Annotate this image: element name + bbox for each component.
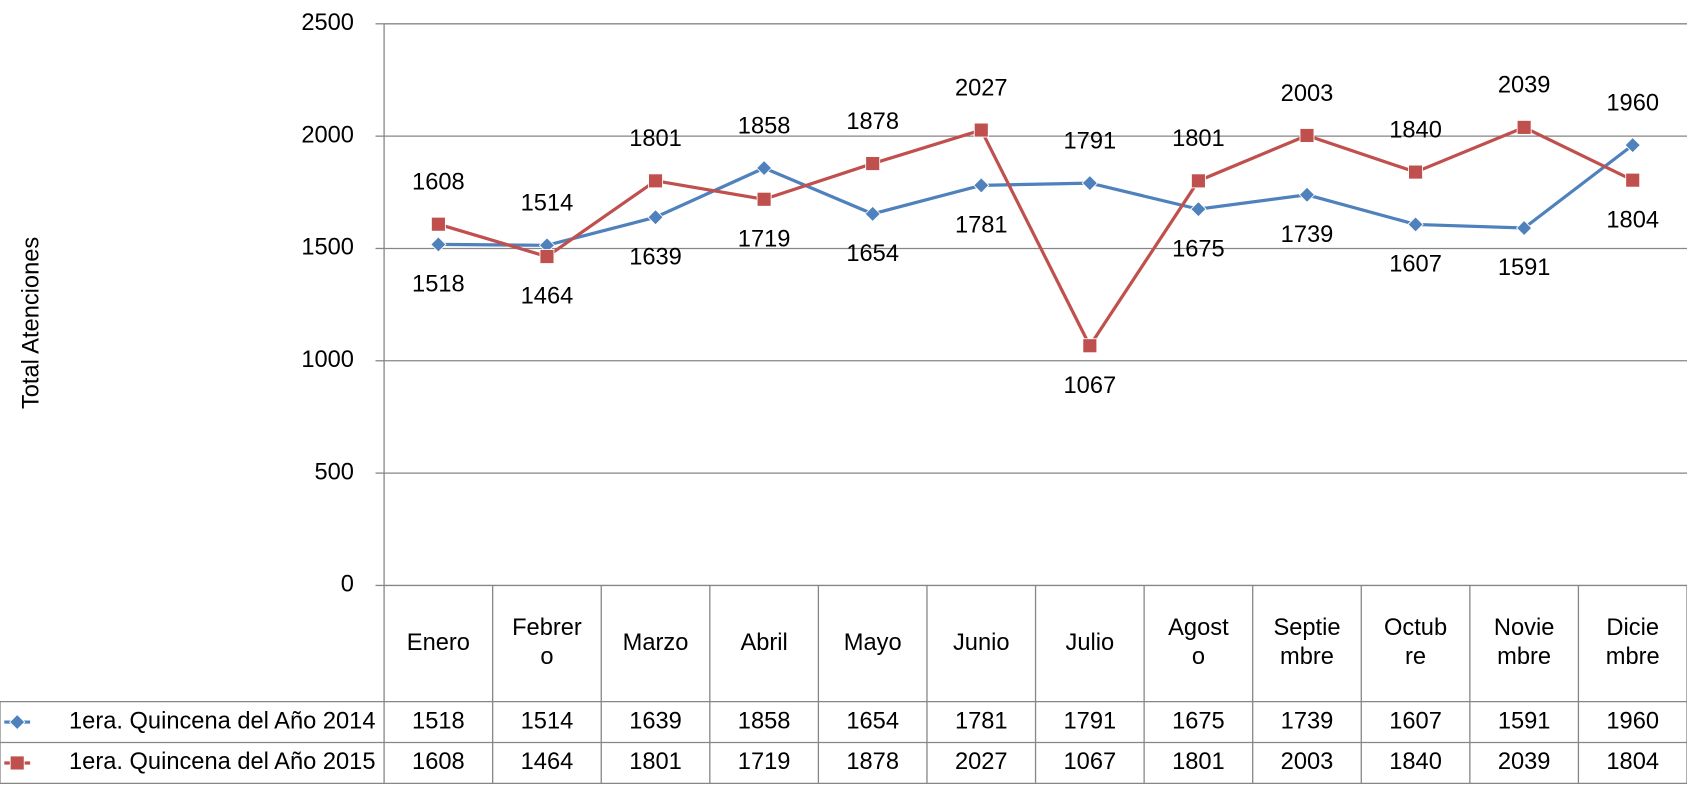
table-cell: 1675 xyxy=(1172,708,1225,734)
series-line xyxy=(437,125,1634,349)
data-label: 1801 xyxy=(629,126,682,152)
marker xyxy=(1407,216,1424,233)
table-cell: 1607 xyxy=(1389,708,1442,734)
marker xyxy=(647,209,664,226)
table-cell: 1719 xyxy=(738,749,791,775)
y-tick-label: 1000 xyxy=(301,347,354,373)
x-tick-label: Novie mbre xyxy=(1494,615,1554,670)
x-tick-label: Febrer o xyxy=(512,615,582,670)
marker xyxy=(865,156,881,171)
marker xyxy=(9,713,26,731)
data-label: 1067 xyxy=(1064,373,1117,399)
marker xyxy=(1081,174,1098,192)
marker xyxy=(1625,172,1641,188)
data-label: 2027 xyxy=(955,75,1008,101)
marker xyxy=(1082,338,1098,354)
data-label: 1608 xyxy=(412,170,465,196)
x-tick-label: Octub re xyxy=(1384,615,1447,670)
marker xyxy=(756,191,772,207)
x-tick-label: Julio xyxy=(1066,630,1115,656)
table-cell: 1960 xyxy=(1606,708,1659,734)
data-label: 1514 xyxy=(521,191,574,217)
data-label: 1591 xyxy=(1498,255,1551,281)
marker xyxy=(1408,164,1423,180)
data-label: 1639 xyxy=(629,244,682,270)
y-tick-label: 2500 xyxy=(301,10,354,36)
data-label: 1739 xyxy=(1281,222,1334,248)
data-label: 1607 xyxy=(1389,252,1442,278)
table-cell: 2027 xyxy=(955,749,1008,775)
x-tick-label: Septie mbre xyxy=(1273,615,1340,670)
data-label: 1781 xyxy=(955,212,1008,238)
data-label: 1878 xyxy=(846,109,899,135)
marker xyxy=(864,205,881,223)
data-label: 1858 xyxy=(738,113,791,139)
table-cell: 1591 xyxy=(1498,708,1551,734)
data-label: 1675 xyxy=(1172,236,1225,262)
data-label: 1960 xyxy=(1606,90,1659,116)
marker xyxy=(430,216,446,232)
x-tick-label: Abril xyxy=(740,630,787,656)
marker xyxy=(539,249,555,264)
data-label: 1464 xyxy=(521,284,574,310)
marker xyxy=(973,122,989,138)
table-cell: 1514 xyxy=(521,708,574,734)
marker xyxy=(1299,128,1315,143)
table-cell: 1791 xyxy=(1064,708,1117,734)
table-cell: 1654 xyxy=(846,708,899,734)
marker xyxy=(648,173,663,189)
data-label: 1654 xyxy=(846,241,899,267)
data-label: 1840 xyxy=(1389,117,1442,143)
table-cell: 1608 xyxy=(412,749,465,775)
table-cell: 1781 xyxy=(955,708,1008,734)
legend-label: 1era. Quincena del Año 2015 xyxy=(69,749,375,775)
data-label: 1791 xyxy=(1064,128,1117,154)
y-tick-label: 1500 xyxy=(301,235,354,261)
table-cell: 2003 xyxy=(1281,749,1334,775)
x-tick-label: Mayo xyxy=(844,630,902,656)
table-cell: 2039 xyxy=(1498,749,1551,775)
data-label: 1719 xyxy=(738,226,791,252)
marker xyxy=(973,177,990,194)
marker xyxy=(1516,219,1533,237)
table-cell: 1801 xyxy=(629,749,682,775)
marker xyxy=(430,236,447,253)
table-cell: 1739 xyxy=(1281,708,1334,734)
data-label: 1518 xyxy=(412,272,465,298)
table-cell: 1858 xyxy=(738,708,791,734)
marker xyxy=(9,755,25,771)
marker xyxy=(1190,173,1206,189)
data-label: 2003 xyxy=(1281,81,1334,107)
x-tick-label: Dicie mbre xyxy=(1606,615,1660,670)
y-axis-label: Total Atenciones xyxy=(19,237,45,409)
data-label: 1804 xyxy=(1606,207,1659,233)
legend-label: 1era. Quincena del Año 2014 xyxy=(69,708,375,734)
marker xyxy=(1298,186,1316,203)
y-tick-label: 500 xyxy=(314,459,353,485)
y-tick-label: 2000 xyxy=(301,122,354,148)
y-tick-label: 0 xyxy=(341,572,354,598)
x-tick-label: Enero xyxy=(407,630,470,656)
table-cell: 1464 xyxy=(521,749,574,775)
table-cell: 1518 xyxy=(412,708,465,734)
data-label: 2039 xyxy=(1498,73,1551,99)
marker xyxy=(755,159,773,177)
marker xyxy=(1624,136,1641,154)
table-cell: 1067 xyxy=(1064,749,1117,775)
table-cell: 1639 xyxy=(629,708,682,734)
x-tick-label: Junio xyxy=(953,630,1010,656)
marker xyxy=(1516,119,1532,135)
data-label: 1801 xyxy=(1172,126,1225,152)
table-cell: 1801 xyxy=(1172,749,1225,775)
table-cell: 1878 xyxy=(846,749,899,775)
table-cell: 1804 xyxy=(1606,749,1659,775)
x-tick-label: Agost o xyxy=(1168,615,1229,670)
series-line xyxy=(438,143,1634,247)
x-tick-label: Marzo xyxy=(623,630,689,656)
marker xyxy=(1190,201,1207,218)
table-cell: 1840 xyxy=(1389,749,1442,775)
